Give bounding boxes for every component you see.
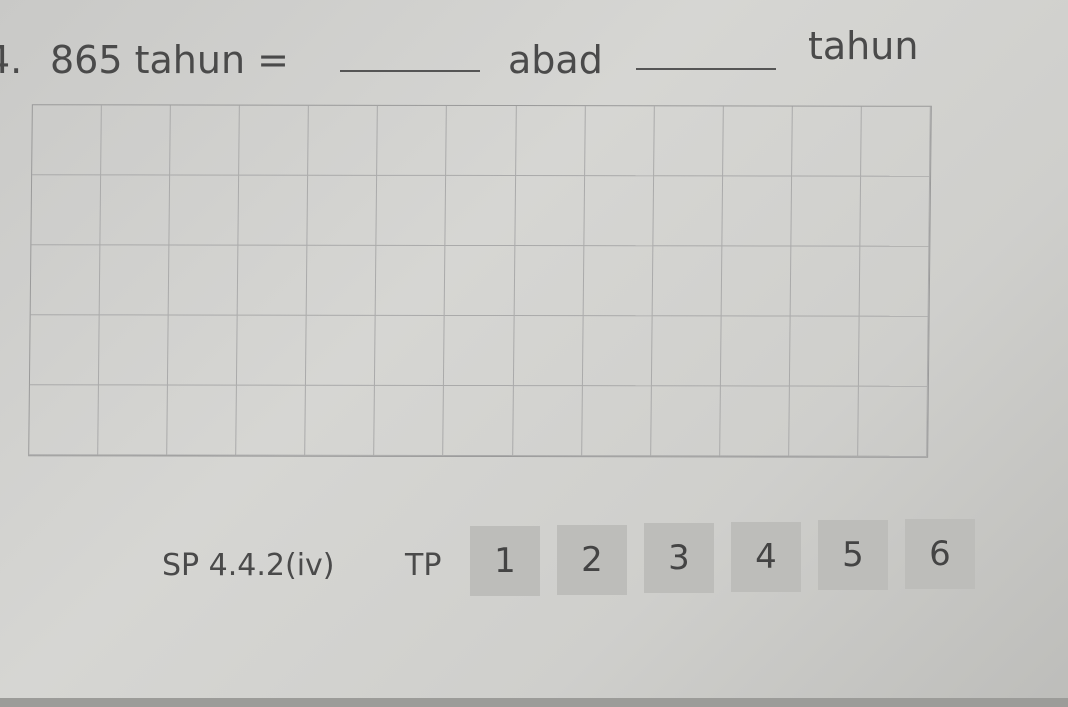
grid-cell — [653, 106, 724, 177]
grid-cell — [237, 245, 308, 316]
question-text: 865 tahun = — [50, 38, 289, 82]
grid-cell — [512, 386, 583, 457]
grid-cell — [239, 105, 310, 176]
grid-cell — [859, 246, 930, 317]
grid-cell — [169, 175, 240, 246]
tp-level-box[interactable]: 2 — [557, 524, 627, 595]
grid-cell — [306, 245, 377, 316]
tp-level-box[interactable]: 6 — [905, 518, 975, 589]
grid-cell — [791, 176, 862, 247]
grid-cell — [443, 385, 514, 457]
grid-cell — [445, 245, 515, 317]
grid-cell — [789, 316, 860, 387]
grid-cell — [100, 175, 171, 246]
grid-cell — [307, 175, 378, 246]
grid-cell — [376, 175, 447, 246]
grid-cell — [29, 385, 99, 456]
grid-cell — [861, 106, 931, 177]
grid-cell — [31, 175, 102, 246]
grid-cell — [514, 246, 584, 317]
grid-cell — [374, 385, 445, 456]
grid-cell — [719, 386, 790, 457]
grid-cell — [653, 176, 723, 247]
grid-cell — [377, 105, 448, 176]
grid-cell — [306, 315, 377, 386]
sp-code: SP 4.4.2(iv) — [162, 548, 335, 583]
page-edge — [0, 698, 1068, 707]
grid-cell — [584, 106, 655, 177]
grid-cell — [650, 386, 721, 457]
grid-cell — [99, 245, 170, 316]
grid-cell — [581, 386, 652, 457]
grid-cell — [29, 315, 100, 386]
grid-cell — [236, 385, 307, 456]
grid-cell — [98, 315, 169, 386]
grid-cell — [858, 386, 928, 457]
unit-tahun: tahun — [808, 24, 919, 68]
grid-cell — [32, 105, 102, 176]
grid-cell — [305, 385, 376, 456]
grid-cell — [721, 246, 792, 317]
answer-blank-abad[interactable] — [340, 40, 480, 72]
question-number: 4. — [0, 38, 23, 82]
grid-cell — [858, 316, 929, 387]
tp-level-box[interactable]: 3 — [644, 523, 714, 593]
working-grid[interactable] — [28, 104, 932, 458]
grid-cell — [167, 385, 238, 456]
grid-cell — [168, 245, 239, 316]
grid-cell — [237, 315, 307, 386]
grid-cell — [788, 386, 859, 457]
grid-cell — [583, 246, 654, 317]
grid-cell — [168, 315, 238, 386]
grid-cell — [101, 105, 171, 176]
grid-cell — [30, 245, 101, 316]
grid-cell — [513, 316, 584, 387]
unit-abad: abad — [508, 38, 603, 82]
grid-cell — [376, 245, 446, 316]
tp-level-box[interactable]: 5 — [818, 520, 888, 590]
tp-label: TP — [405, 548, 442, 583]
grid-cell — [170, 105, 241, 176]
grid-cell — [791, 106, 862, 177]
grid-cell — [583, 176, 654, 247]
tp-level-box[interactable]: 4 — [731, 521, 801, 592]
grid-cell — [98, 385, 169, 456]
tp-level-box[interactable]: 1 — [470, 526, 540, 596]
grid-cell — [790, 246, 861, 317]
grid-cell — [445, 175, 516, 247]
grid-cell — [582, 316, 653, 387]
grid-cell — [720, 316, 791, 387]
grid-cell — [652, 246, 723, 317]
grid-cell — [446, 105, 517, 177]
grid-cell — [860, 176, 931, 247]
grid-cell — [238, 175, 309, 246]
grid-cell — [651, 316, 722, 387]
grid-cell — [308, 105, 379, 176]
grid-cell — [515, 106, 586, 177]
grid-cell — [514, 176, 585, 247]
grid-cell — [375, 315, 446, 386]
grid-cell — [722, 176, 792, 247]
grid-cell — [722, 106, 793, 177]
answer-blank-tahun[interactable] — [636, 38, 776, 70]
grid-cell — [444, 315, 515, 387]
